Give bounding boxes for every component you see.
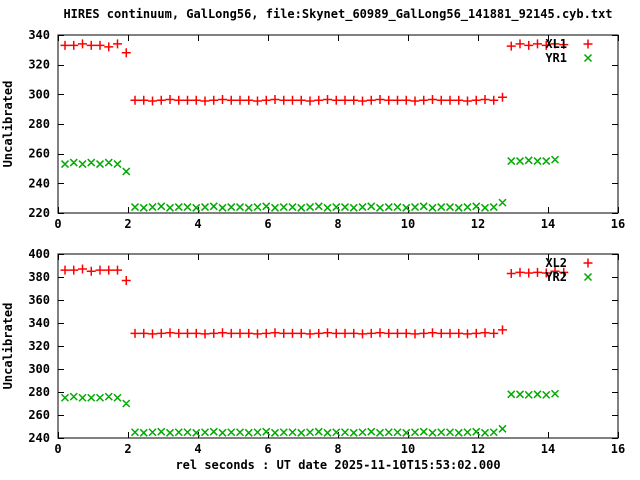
legend-label-XL2: XL2: [545, 256, 567, 270]
x-tick-label: 8: [334, 217, 341, 231]
axis-ticks: [58, 35, 619, 214]
x-tick-label: 12: [471, 442, 485, 456]
bottom-panel: 0 2 4 6 8 10 12 14 16 240 260 280 300 320 340 360 380 400…: [28, 247, 625, 456]
y-tick-label: 280: [28, 117, 50, 131]
legend-label-YR1: YR1: [545, 51, 567, 65]
plot-frame: [57, 253, 619, 439]
y-axis-label-top: Uncalibrated: [1, 81, 15, 168]
y-tick-label: 280: [28, 385, 50, 399]
y-tick-label: 340: [28, 316, 50, 330]
x-tick-label: 10: [401, 442, 415, 456]
x-tick-label: 14: [541, 442, 555, 456]
legend-marker-YR2: [583, 272, 593, 282]
legend-label-YR2: YR2: [545, 270, 567, 284]
legend-marker-XL2: [583, 258, 593, 268]
x-tick-label: 0: [54, 217, 61, 231]
x-tick-label: 8: [334, 442, 341, 456]
x-tick-label: 2: [124, 442, 131, 456]
x-tick-label: 6: [264, 217, 271, 231]
x-tick-label: 0: [54, 442, 61, 456]
x-tick-label: 2: [124, 217, 131, 231]
y-tick-label: 360: [28, 293, 50, 307]
x-tick-label: 14: [541, 217, 555, 231]
y-axis-label-bottom: Uncalibrated: [1, 303, 15, 390]
x-tick-label: 6: [264, 442, 271, 456]
y-tick-label: 320: [28, 58, 50, 72]
x-tick-label: 16: [611, 442, 625, 456]
y-tick-label: 300: [28, 87, 50, 101]
x-axis-label: rel seconds : UT date 2025-11-10T15:53:0…: [175, 458, 500, 472]
series-XL2-points: [60, 264, 569, 339]
legend-label-XL1: XL1: [545, 37, 567, 51]
y-tick-label: 220: [28, 206, 50, 220]
x-tick-label: 16: [611, 217, 625, 231]
legend-marker-YR1: [583, 53, 593, 63]
series-XL1-points: [60, 39, 569, 106]
series-YR1-points: [60, 155, 560, 212]
y-tick-label: 260: [28, 147, 50, 161]
x-tick-label: 12: [471, 217, 485, 231]
y-tick-label: 380: [28, 270, 50, 284]
y-tick-label: 240: [28, 431, 50, 445]
series-YR2-points: [60, 389, 560, 437]
y-tick-label: 340: [28, 28, 50, 42]
y-tick-label: 260: [28, 408, 50, 422]
y-tick-label: 300: [28, 362, 50, 376]
x-tick-label: 10: [401, 217, 415, 231]
y-tick-label: 400: [28, 247, 50, 261]
y-tick-label: 320: [28, 339, 50, 353]
plot-frame: [57, 34, 619, 214]
y-tick-label: 240: [28, 176, 50, 190]
chart-title: HIRES continuum, GalLong56, file:Skynet_…: [63, 7, 612, 22]
x-tick-label: 4: [194, 217, 201, 231]
axis-ticks: [58, 254, 619, 439]
legend-marker-XL1: [583, 39, 593, 49]
x-tick-label: 4: [194, 442, 201, 456]
